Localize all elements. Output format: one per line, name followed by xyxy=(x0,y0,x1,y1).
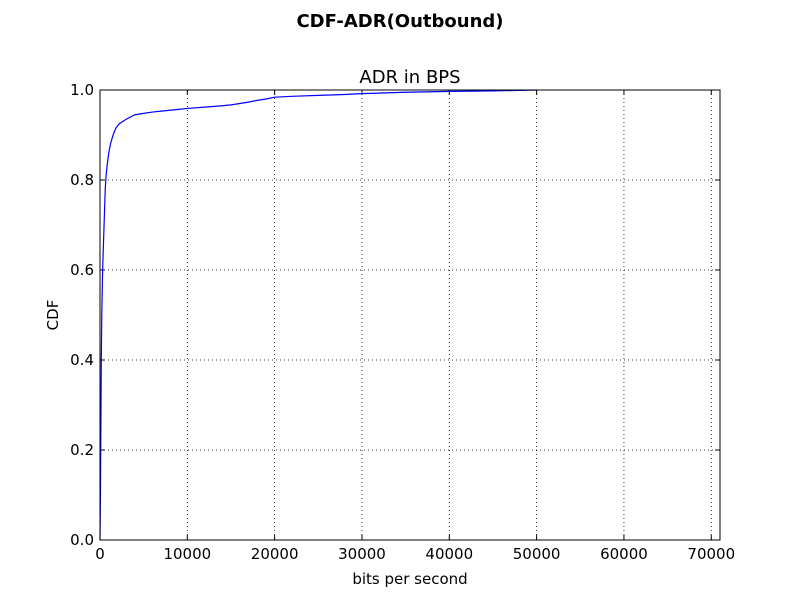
cdf-series-line xyxy=(99,89,537,541)
axes-title: ADR in BPS xyxy=(359,67,460,88)
series-layer xyxy=(99,89,537,541)
y-tick-label: 0.2 xyxy=(70,441,94,459)
x-tick-label: 0 xyxy=(95,545,105,563)
y-tick-label: 0.4 xyxy=(70,351,94,369)
y-axis-label: CDF xyxy=(44,300,62,331)
grid-lines xyxy=(100,90,720,540)
y-tick-label: 1.0 xyxy=(70,81,94,99)
figure-suptitle: CDF-ADR(Outbound) xyxy=(296,11,503,32)
x-tick-label: 20000 xyxy=(251,545,299,563)
y-tick-label: 0.6 xyxy=(70,261,94,279)
x-axis-ticks: 0 10000 20000 30000 40000 50000 60000 70000 xyxy=(95,90,735,563)
y-tick-label: 0.0 xyxy=(70,531,94,549)
x-tick-label: 10000 xyxy=(163,545,211,563)
x-tick-label: 60000 xyxy=(600,545,648,563)
x-tick-label: 50000 xyxy=(513,545,561,563)
plot-frame xyxy=(99,89,721,541)
y-tick-label: 0.8 xyxy=(70,171,94,189)
x-tick-label: 30000 xyxy=(338,545,386,563)
x-tick-label: 70000 xyxy=(687,545,735,563)
x-axis-label: bits per second xyxy=(352,570,467,588)
x-tick-label: 40000 xyxy=(425,545,473,563)
y-axis-ticks: 0.0 0.2 0.4 0.6 0.8 1.0 xyxy=(70,81,720,549)
